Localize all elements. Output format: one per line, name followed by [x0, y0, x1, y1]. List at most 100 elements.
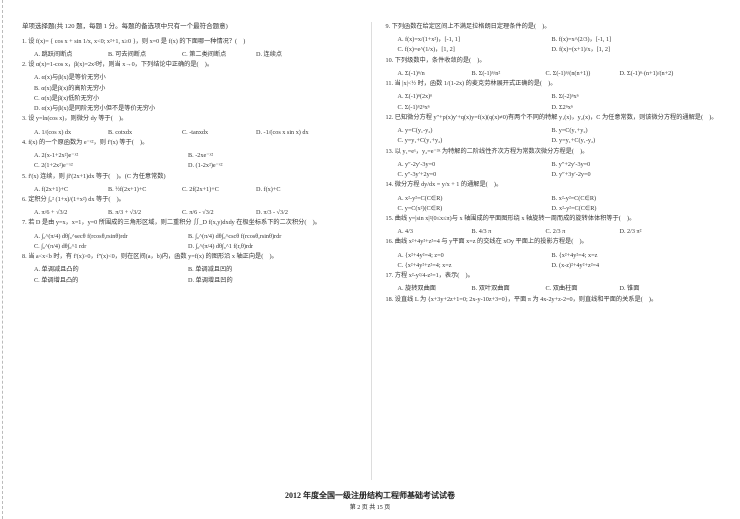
question: 2. 设 α(x)=1-cos x，β(x)=2x²时，则当 x→0，下列结论中… [22, 60, 359, 70]
option: A. Σ(-1)ⁿ(2x)ⁿ [398, 92, 538, 102]
option: A. f(2x+1)+C [34, 185, 94, 195]
option: B. Σ(-1)ⁿ/n² [472, 69, 532, 79]
option: D. f(x)=(x+1)/x，[1, 2] [552, 45, 692, 55]
options-row: A. y″-2y′-3y=0 B. y″+2y′-3y=0 C. y″-3y′+2y… [386, 160, 723, 180]
right-column: 9. 下列函数在给定区间上不满足拉格朗日定理条件的是( )。 A. f(x)=x/… [371, 22, 723, 480]
option: D. π/3 - √3/2 [256, 208, 316, 218]
question: 9. 下列函数在给定区间上不满足拉格朗日定理条件的是( )。 [386, 22, 723, 32]
option: B. y=C(y₁+y₂) [552, 126, 692, 136]
option: B. y″+2y′-3y=0 [552, 160, 692, 170]
options-row: A. {x²+4y²=4; z=0 B. {x²+4y²=4; x=z C. {x²… [386, 251, 723, 271]
footer-page: 第 2 页 共 15 页 [0, 502, 740, 511]
option: D. ∫₀^(π/4) dθ∫₀^1 f(r,θ)rdr [188, 242, 328, 252]
option: B. α(x)是β(x)的高阶无穷小 [34, 84, 359, 94]
option: B. 双叶双曲面 [472, 284, 532, 294]
option: C. y=C(x²)(C∈R) [398, 204, 538, 214]
question: 18. 设直线 L 为 {x+3y+2z+1=0; 2x-y-10z+3=0}，… [386, 295, 723, 305]
option: D. -1/(cos x sin x) dx [256, 128, 316, 138]
option: D. x²-y²=C(C∈R) [552, 204, 692, 214]
option: A. 旋转双曲面 [398, 284, 458, 294]
option: B. f(x)=x^(2/3)，[-1, 1] [552, 35, 692, 45]
question: 15. 曲线 y=|sin x|²(0≤x≤π)与 x 轴围成的平面图形绕 x … [386, 214, 723, 224]
options-row: A. f(x)=x/(1+x²)，[-1, 1]B. f(x)=x^(2/3)，… [386, 35, 723, 55]
option: B. 单调减且凹的 [188, 265, 328, 275]
option: B. 可去间断点 [108, 50, 168, 60]
option: A. 1/(cos x) dx [34, 128, 94, 138]
option: D. 单调增且凹的 [188, 276, 328, 286]
option: C. 双曲柱面 [546, 284, 606, 294]
option: C. Σ(-1)ⁿ/(n(n+1)) [546, 69, 606, 79]
option: C. Σ(-1)ⁿ2ⁿxⁿ [398, 103, 538, 113]
option: B. ∫₀^(π/4) dθ∫₀^cscθ f(rcosθ,rsinθ)rdr [188, 232, 328, 242]
option: C. 第二类间断点 [182, 50, 242, 60]
options-row: A. f(2x+1)+CB. ½f(2x+1)+CC. 2f(2x+1)+CD.… [22, 185, 359, 195]
option: C. π/6 - √3/2 [182, 208, 242, 218]
question: 1. 设 f(x)= { cos x + sin 1/x, x<0; x²+1,… [22, 37, 359, 47]
option: C. y=y₁+C(y₁+y₂) [398, 136, 538, 146]
option: D. 锥面 [620, 284, 680, 294]
options-row: A. x²-y²=C(C∈R)B. x²-y²=C(C∈R)C. y=C(x²)… [386, 194, 723, 214]
options-row: A. α(x)与β(x)是等价无穷小B. α(x)是β(x)的高阶无穷小C. α… [22, 73, 359, 114]
footer-title: 2012 年度全国一级注册结构工程师基础考试试卷 [0, 490, 740, 501]
section-header: 单项选择题(共 120 题，每题 1 分。每题的备选项中只有一个最符合题意) [22, 22, 359, 33]
option: B. x²-y²=C(C∈R) [552, 194, 692, 204]
question: 10. 下列级数中，条件收敛的是( )。 [386, 56, 723, 66]
option: B. π/3 + √3/2 [108, 208, 168, 218]
options-row: A. π/6 + √3/2 B. π/3 + √3/2 C. π/6 - √3/2 D… [22, 208, 359, 218]
option: A. π/6 + √3/2 [34, 208, 94, 218]
question: 13. 以 y₁=eˣ，y₂=e⁻³ˣ 为特解的二阶线性齐次方程为常数次微分方程… [386, 147, 723, 157]
option: D. (1-2x²)e⁻ˣ² [188, 161, 328, 171]
options-row: A. 1/(cos x) dx B. cotxdx C. -tanxdx D. -1/… [22, 128, 359, 138]
option: D. y=y₁+C(y₁-y₂) [552, 136, 692, 146]
option: A. ∫₀^(π/4) dθ∫₀^secθ f(rcosθ,rsinθ)rdr [34, 232, 174, 242]
option: D. f(x)+C [256, 185, 316, 195]
question: 4. f(x) 的一个原函数为 e⁻ˣ²，则 f'(x) 等于( )。 [22, 138, 359, 148]
page-container: 单项选择题(共 120 题，每题 1 分。每题的备选项中只有一个最符合题意) 1… [0, 0, 740, 480]
option: C. 2f(2x+1)+C [182, 185, 242, 195]
options-row: A. 4/3B. 4/3 πC. 2/3 πD. 2/3 π² [386, 227, 723, 237]
option: C. 单调增且凸的 [34, 276, 174, 286]
option: D. 2/3 π² [620, 227, 680, 237]
options-row: A. 旋转双曲面 B. 双叶双曲面 C. 双曲柱面 D. 锥面 [386, 284, 723, 294]
option: D. Σ2ⁿxⁿ [552, 103, 692, 113]
option: A. 单调减且凸的 [34, 265, 174, 275]
option: D. α(x)与β(x)是同阶无穷小但不是等价无穷小 [34, 104, 359, 114]
question: 17. 方程 x²-y²/4-z²=1，表示( )。 [386, 271, 723, 281]
option: A. 4/3 [398, 227, 458, 237]
option: A. {x²+4y²=4; z=0 [398, 251, 538, 261]
option: A. y=C(y₁-y₂) [398, 126, 538, 136]
option: D. Σ(-1)ⁿ·(n+1)/(n+2) [620, 69, 680, 79]
option: C. 2(1+2x²)e⁻ˣ² [34, 161, 174, 171]
options-row: A. 单调减且凸的 B. 单调减且凹的 C. 单调增且凸的 D. 单调增且凹的 [22, 265, 359, 285]
question: 8. 当 a<x<b 时，有 f'(x)>0，f''(x)<0，则在区间(a，b… [22, 252, 359, 262]
question: 3. 设 y=ln(cos x)，则微分 dy 等于( )。 [22, 114, 359, 124]
question: 12. 已知微分方程 y″+p(x)y′+q(x)y=f(x)(q(x)≠0)有… [386, 113, 723, 123]
options-row: A. Σ(-1)ⁿ/nB. Σ(-1)ⁿ/n²C. Σ(-1)ⁿ/(n(n+1)… [386, 69, 723, 79]
question: 16. 曲线 x²+4y²+z²=4 与 y平面 x=z 的交线在 xOy 平面… [386, 237, 723, 247]
option: C. y″-3y′+2y=0 [398, 170, 538, 180]
option: C. {x²+4y²+z²=4; x=z [398, 261, 538, 271]
binding-edge [2, 0, 3, 519]
option: A. y″-2y′-3y=0 [398, 160, 538, 170]
option: C. α(x)是β(x)低阶无穷小 [34, 94, 359, 104]
options-row: A. y=C(y₁-y₂) B. y=C(y₁+y₂) C. y=y₁+C(y₁+y… [386, 126, 723, 146]
option: B. cotxdx [108, 128, 168, 138]
option: B. 4/3 π [472, 227, 532, 237]
question: 7. 若 D 是由 y=x，x=1，y=0 所围成的三角形区域，则二重积分 ∬_… [22, 218, 359, 228]
option: C. -tanxdx [182, 128, 242, 138]
question: 14. 微分方程 dy/dx = y/x + 1 的通解是( )。 [386, 180, 723, 190]
option: B. -2xe⁻ˣ² [188, 151, 328, 161]
option: D. 连续点 [256, 50, 316, 60]
option: A. α(x)与β(x)是等价无穷小 [34, 73, 359, 83]
option: C. f(x)=e^(1/x)，[1, 2] [398, 45, 538, 55]
option: D. y″+3y′-2y=0 [552, 170, 692, 180]
options-row: A. ∫₀^(π/4) dθ∫₀^secθ f(rcosθ,rsinθ)rdr B… [22, 232, 359, 252]
question: 6. 定积分 ∫₀² (1+x)/(1+x²) dx 等于( )。 [22, 195, 359, 205]
footer: 2012 年度全国一级注册结构工程师基础考试试卷 第 2 页 共 15 页 [0, 490, 740, 511]
option: B. Σ(-2)ⁿxⁿ [552, 92, 692, 102]
question: 5. f'(x) 连续，则 ∫f'(2x+1)dx 等于( )。(C 为任意常数… [22, 172, 359, 182]
options-row: A. 2(x-1+2x²)e⁻ˣ²B. -2xe⁻ˣ²C. 2(1+2x²)e⁻… [22, 151, 359, 171]
option: A. 跳跃间断点 [34, 50, 94, 60]
option: D. (x-z)²+4y²+z²=4 [552, 261, 692, 271]
option: B. {x²+4y²=4; x=z [552, 251, 692, 261]
